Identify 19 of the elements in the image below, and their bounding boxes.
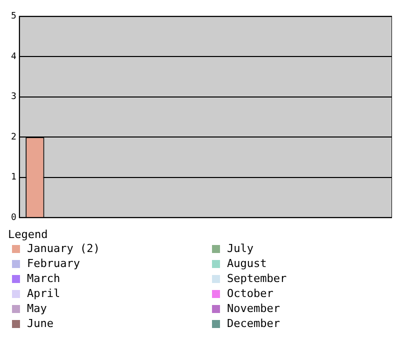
y-tick-label: 5: [10, 12, 16, 22]
legend-label: July: [227, 242, 254, 255]
y-tick-label: 2: [10, 132, 16, 142]
legend-label: February: [27, 257, 80, 270]
y-tick-label: 1: [10, 172, 16, 183]
legend-label: January (2): [27, 242, 100, 255]
legend-label: November: [227, 302, 280, 315]
y-tick-label: 0: [10, 212, 16, 223]
legend-label: March: [27, 272, 60, 285]
legend-label: October: [227, 287, 274, 300]
legend-label: June: [27, 317, 54, 330]
legend-label: April: [27, 287, 60, 300]
y-tick-label: 3: [10, 92, 16, 102]
legend-label: December: [227, 317, 280, 330]
legend-label: May: [27, 302, 47, 315]
y-tick-label: 4: [10, 52, 16, 62]
legend-label: September: [227, 272, 287, 285]
legend-label: August: [227, 257, 267, 270]
legend-title: Legend: [8, 228, 49, 241]
